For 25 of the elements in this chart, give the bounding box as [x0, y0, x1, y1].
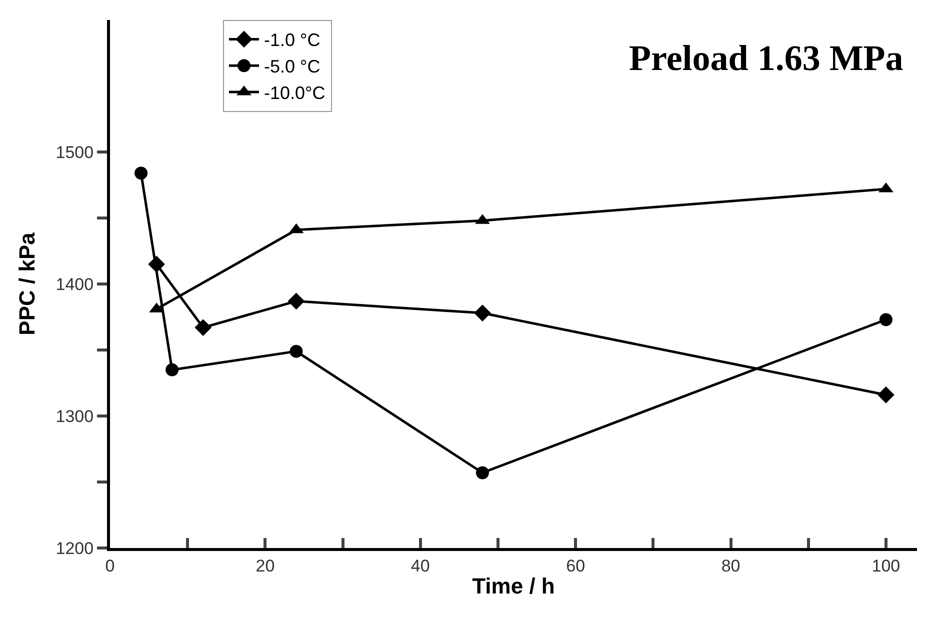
y-tick-label: 1300	[56, 406, 94, 426]
x-tick-label: 100	[872, 556, 900, 576]
point	[290, 344, 303, 358]
point	[166, 363, 179, 376]
legend-label: -10.0°C	[264, 83, 326, 104]
legend-label: -1.0 °C	[264, 30, 320, 50]
x-tick-label: 60	[566, 556, 586, 576]
point	[194, 319, 212, 336]
point	[879, 313, 892, 326]
y-tick-label: 1500	[56, 142, 94, 162]
point	[134, 166, 148, 180]
text: Preload 1.63 MPa	[629, 38, 904, 78]
x-tick-label: 40	[410, 556, 430, 576]
point	[474, 304, 491, 322]
y-tick-label: 1400	[56, 274, 94, 294]
y-tick-label: 1200	[56, 538, 94, 558]
legend-label: -5.0 °C	[264, 56, 320, 77]
x-tick-label: 80	[721, 556, 740, 576]
y-axis-title: PPC / kPa	[14, 232, 40, 336]
point	[878, 386, 894, 404]
x-tick-label: 20	[256, 556, 275, 576]
point	[476, 466, 489, 480]
point	[288, 292, 305, 310]
x-axis-title: Time / h	[472, 573, 555, 598]
x-tick-label: 0	[105, 556, 115, 576]
